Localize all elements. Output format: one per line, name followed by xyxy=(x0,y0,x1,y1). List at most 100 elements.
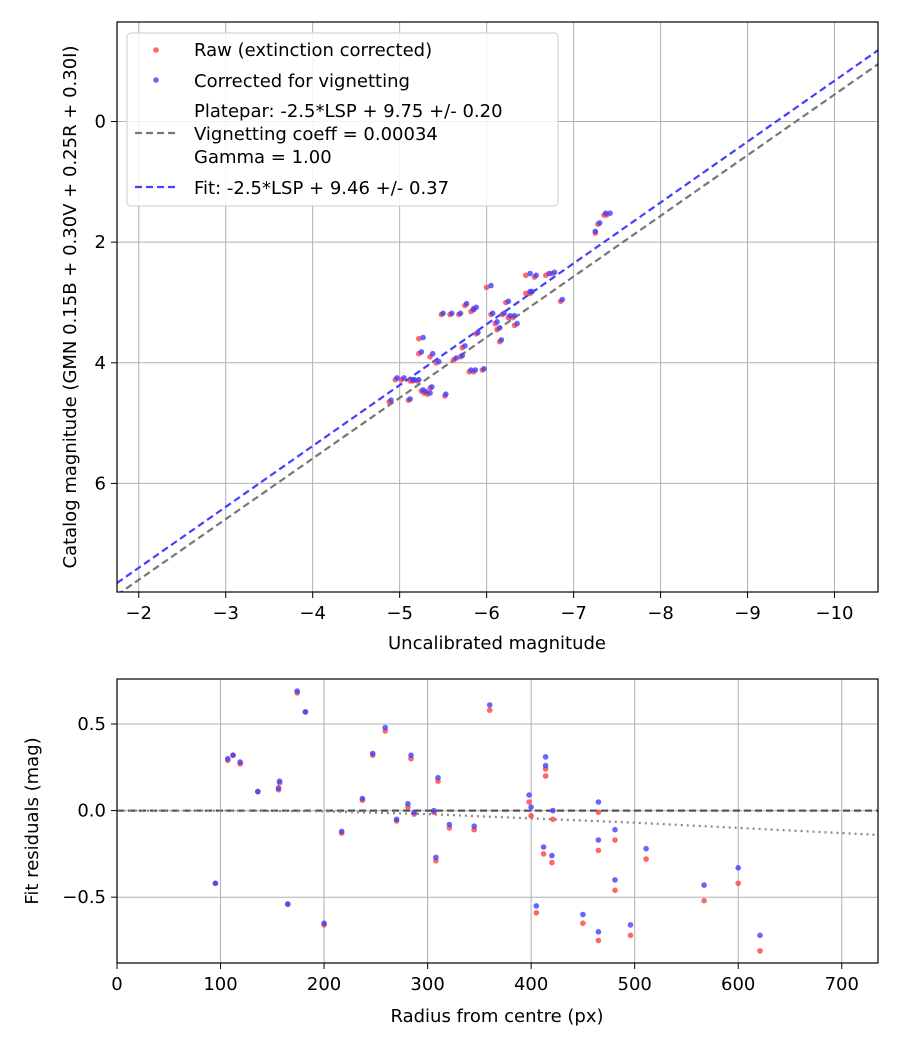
corrected-point xyxy=(496,325,503,331)
x-tick-label: −4 xyxy=(299,603,326,624)
corrected-point xyxy=(603,210,609,216)
corrected-point xyxy=(607,210,613,216)
corrected-point xyxy=(550,807,556,814)
corrected-point xyxy=(457,310,464,317)
legend-corrected-label: Corrected for vignetting xyxy=(194,71,410,92)
corrected-point xyxy=(429,384,435,390)
corrected-point xyxy=(505,298,512,305)
corrected-point xyxy=(435,774,441,781)
corrected-point xyxy=(369,750,376,757)
corrected-point xyxy=(533,272,539,279)
corrected-point xyxy=(401,375,407,381)
y-tick-label: 6 xyxy=(95,473,106,494)
x-tick-label: 500 xyxy=(618,974,652,995)
x-tick-label: −5 xyxy=(386,603,413,624)
x-tick-label: 0 xyxy=(111,974,122,995)
raw-point xyxy=(550,816,556,823)
raw-point xyxy=(627,932,634,939)
x-tick-label: −7 xyxy=(560,603,587,624)
corrected-point xyxy=(254,788,261,795)
corrected-point xyxy=(526,792,532,798)
raw-point xyxy=(701,897,707,904)
corrected-point xyxy=(488,282,494,289)
raw-point xyxy=(595,809,602,816)
raw-point xyxy=(612,837,618,843)
raw-point xyxy=(528,813,534,819)
bottom-reference-lines xyxy=(117,809,878,836)
raw-point xyxy=(523,272,529,279)
bottom-plot-frame xyxy=(116,678,879,964)
corrected-point xyxy=(338,828,345,835)
corrected-point xyxy=(595,929,602,935)
corrected-point xyxy=(416,376,422,383)
y-tick-label: 0 xyxy=(95,112,106,133)
dashed-fit-line xyxy=(117,49,878,584)
raw-point xyxy=(757,948,763,954)
raw-point xyxy=(580,920,586,926)
bottom-x-axis-label: Radius from centre (px) xyxy=(390,1006,603,1027)
corrected-point xyxy=(627,922,634,928)
y-tick-label: 0.5 xyxy=(77,714,106,735)
corrected-point xyxy=(549,852,555,859)
legend-platepar-label-1: Platepar: -2.5*LSP + 9.75 +/- 0.20 xyxy=(194,101,503,122)
raw-point xyxy=(735,880,741,887)
corrected-point xyxy=(735,865,741,871)
corrected-point xyxy=(411,376,418,383)
legend-platepar-label-3: Gamma = 1.00 xyxy=(194,147,332,168)
corrected-point xyxy=(533,903,540,909)
corrected-point xyxy=(527,270,533,277)
y-tick-label: 4 xyxy=(95,353,106,374)
corrected-point xyxy=(701,882,707,888)
corrected-point xyxy=(542,754,549,760)
corrected-point xyxy=(489,310,496,317)
corrected-point xyxy=(285,901,291,907)
x-tick-label: 300 xyxy=(410,974,444,995)
raw-point xyxy=(542,773,549,779)
raw-point xyxy=(416,335,422,342)
corrected-point xyxy=(595,837,602,843)
x-tick-label: −8 xyxy=(647,603,674,624)
corrected-point xyxy=(559,296,566,303)
corrected-point xyxy=(529,288,535,295)
x-tick-label: 700 xyxy=(825,974,859,995)
corrected-point xyxy=(643,845,649,852)
corrected-point xyxy=(440,310,446,317)
corrected-point xyxy=(275,785,282,791)
top-x-ticks: −2 −3 −4 −5 −6 −7 −8 −9 −10 xyxy=(125,592,854,624)
corrected-point xyxy=(446,821,453,828)
legend: Raw (extinction corrected) Corrected for… xyxy=(126,32,559,207)
x-tick-label: 600 xyxy=(721,974,755,995)
legend-raw-label: Raw (extinction corrected) xyxy=(194,40,432,61)
corrected-point xyxy=(475,329,481,336)
corrected-point xyxy=(481,366,487,372)
corrected-point xyxy=(468,367,474,373)
corrected-point xyxy=(359,795,366,802)
corrected-point xyxy=(463,300,470,307)
corrected-point xyxy=(462,343,468,349)
raw-point xyxy=(486,707,493,713)
corrected-point xyxy=(459,352,466,359)
corrected-point xyxy=(212,880,219,887)
corrected-point xyxy=(436,358,442,365)
raw-point xyxy=(549,859,555,866)
bottom-y-ticks: 0.5 0.0 −0.5 xyxy=(62,714,117,908)
bottom-grid xyxy=(116,679,878,963)
corrected-point xyxy=(408,752,414,758)
x-tick-label: 400 xyxy=(514,974,548,995)
corrected-point xyxy=(596,220,603,226)
corrected-point xyxy=(528,804,534,810)
corrected-point xyxy=(453,355,460,361)
x-tick-label: −10 xyxy=(816,603,854,624)
residuals-chart: 0 100 200 300 400 500 600 700 0.5 0.0 −0.5 Radius… xyxy=(22,678,879,1027)
raw-point xyxy=(643,856,649,862)
corrected-point xyxy=(511,312,518,319)
corrected-point xyxy=(595,799,602,805)
raw-point xyxy=(523,290,529,297)
x-tick-label: 100 xyxy=(203,974,237,995)
corrected-point xyxy=(431,807,437,814)
corrected-point xyxy=(225,755,231,762)
x-tick-label: −3 xyxy=(212,603,239,624)
raw-point xyxy=(595,847,602,854)
corrected-point xyxy=(443,391,449,398)
